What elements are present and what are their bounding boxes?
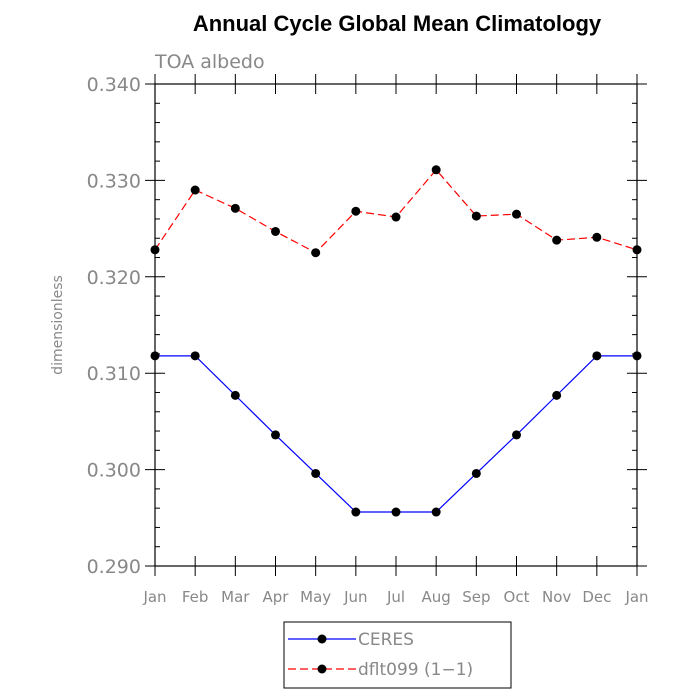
x-tick-label: Jun — [343, 588, 367, 606]
plot-frame — [154, 83, 638, 567]
y-tick-label: 0.340 — [87, 74, 141, 96]
x-tick-label: Oct — [504, 588, 530, 606]
legend-label-2: dflt099 (1−1) — [358, 660, 473, 680]
series-2-point — [351, 206, 361, 216]
y-axis-label: dimensionless — [50, 275, 66, 375]
series-2-point — [230, 203, 240, 213]
series-1-point — [471, 468, 481, 478]
chart-title: Annual Cycle Global Mean Climatology — [193, 11, 602, 36]
series-1-point — [592, 351, 602, 361]
series-1-point — [230, 390, 240, 400]
series-1-point — [512, 430, 521, 440]
series-2-point — [150, 245, 160, 255]
series-2-point — [190, 185, 200, 195]
series-1-point — [150, 351, 160, 361]
series-1-point — [632, 351, 642, 361]
legend-box — [283, 621, 512, 689]
legend-marker-1 — [317, 634, 327, 644]
y-tick-label: 0.300 — [87, 460, 141, 482]
series-1-point — [552, 390, 562, 400]
chart-subtitle: TOA albedo — [154, 51, 265, 73]
series-1-point — [391, 507, 401, 517]
series-2-point — [632, 245, 642, 255]
x-tick-label: Jul — [386, 588, 405, 606]
series-2-point — [592, 232, 602, 242]
x-tick-label: Jan — [142, 588, 166, 606]
series-1-point — [190, 351, 200, 361]
y-tick-label: 0.310 — [87, 363, 141, 385]
series-line-2 — [154, 168, 638, 254]
x-tick-label: Dec — [582, 588, 611, 606]
x-tick-label: Nov — [542, 588, 571, 606]
y-tick-label: 0.320 — [87, 267, 141, 289]
series-1-point — [431, 507, 441, 517]
x-tick-label: Jan — [624, 588, 648, 606]
series-2-point — [512, 209, 521, 219]
x-tick-label: Feb — [182, 588, 209, 606]
y-tick-label: 0.290 — [87, 556, 141, 578]
x-tick-label: May — [300, 588, 331, 606]
series-1-point — [271, 430, 280, 440]
y-tick-label: 0.330 — [87, 170, 141, 192]
series-2-point — [271, 226, 280, 236]
series-1-point — [311, 468, 321, 478]
legend-label-1: CERES — [358, 630, 414, 650]
series-2-point — [311, 248, 321, 258]
series-2-point — [431, 165, 441, 175]
series-2-point — [391, 212, 401, 222]
x-tick-label: Sep — [462, 588, 490, 606]
plot-area: 0.290 0.300 0.310 0.320 0.330 0.340 Jan Feb Mar A… — [87, 74, 649, 689]
x-tick-label: Mar — [221, 588, 250, 606]
x-tick-label: Aug — [422, 588, 451, 606]
legend-marker-2 — [317, 664, 327, 674]
x-tick-label: Apr — [263, 588, 290, 606]
series-line-1 — [155, 355, 637, 513]
series-2-point — [552, 235, 562, 245]
series-1-point — [351, 507, 361, 517]
series-2-point — [471, 211, 481, 221]
